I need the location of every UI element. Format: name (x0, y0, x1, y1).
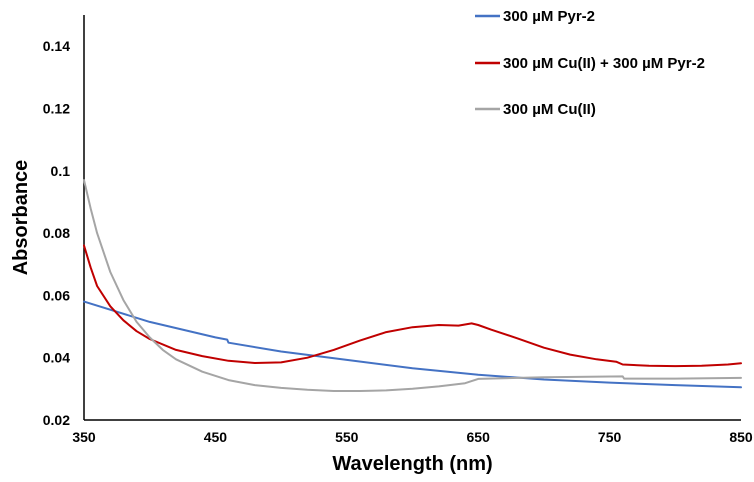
x-tick-label: 350 (72, 429, 96, 445)
y-axis-title: Absorbance (10, 160, 32, 276)
legend-label: 300 µM Cu(II) (503, 101, 596, 118)
x-axis-title: Wavelength (nm) (332, 453, 492, 475)
x-tick-label: 750 (598, 429, 622, 445)
legend-label: 300 µM Cu(II) + 300 µM Pyr-2 (503, 55, 705, 72)
series-line-2 (83, 244, 742, 368)
x-tick-label: 550 (335, 429, 359, 445)
series-line-3 (83, 179, 742, 392)
y-tick-label: 0.1 (51, 163, 71, 179)
y-tick-label: 0.08 (43, 225, 70, 241)
y-tick-label: 0.12 (43, 100, 70, 116)
chart-axes (83, 15, 741, 421)
x-tick-label: 850 (729, 429, 753, 445)
y-tick-labels: 0.02 0.04 0.06 0.08 0.1 0.12 0.14 (43, 38, 70, 428)
x-tick-label: 650 (467, 429, 491, 445)
x-tick-labels: 350 450 550 650 750 850 (72, 429, 753, 445)
x-tick-label: 450 (204, 429, 228, 445)
y-tick-label: 0.06 (43, 287, 70, 303)
series-line-1 (83, 300, 742, 389)
legend-label: 300 µM Pyr-2 (503, 8, 595, 25)
series-lines (83, 179, 742, 392)
legend: 300 µM Pyr-2 300 µM Cu(II) + 300 µM Pyr-2… (475, 8, 705, 118)
y-tick-label: 0.04 (43, 350, 70, 366)
y-tick-label: 0.02 (43, 412, 70, 428)
y-tick-label: 0.14 (43, 38, 70, 54)
